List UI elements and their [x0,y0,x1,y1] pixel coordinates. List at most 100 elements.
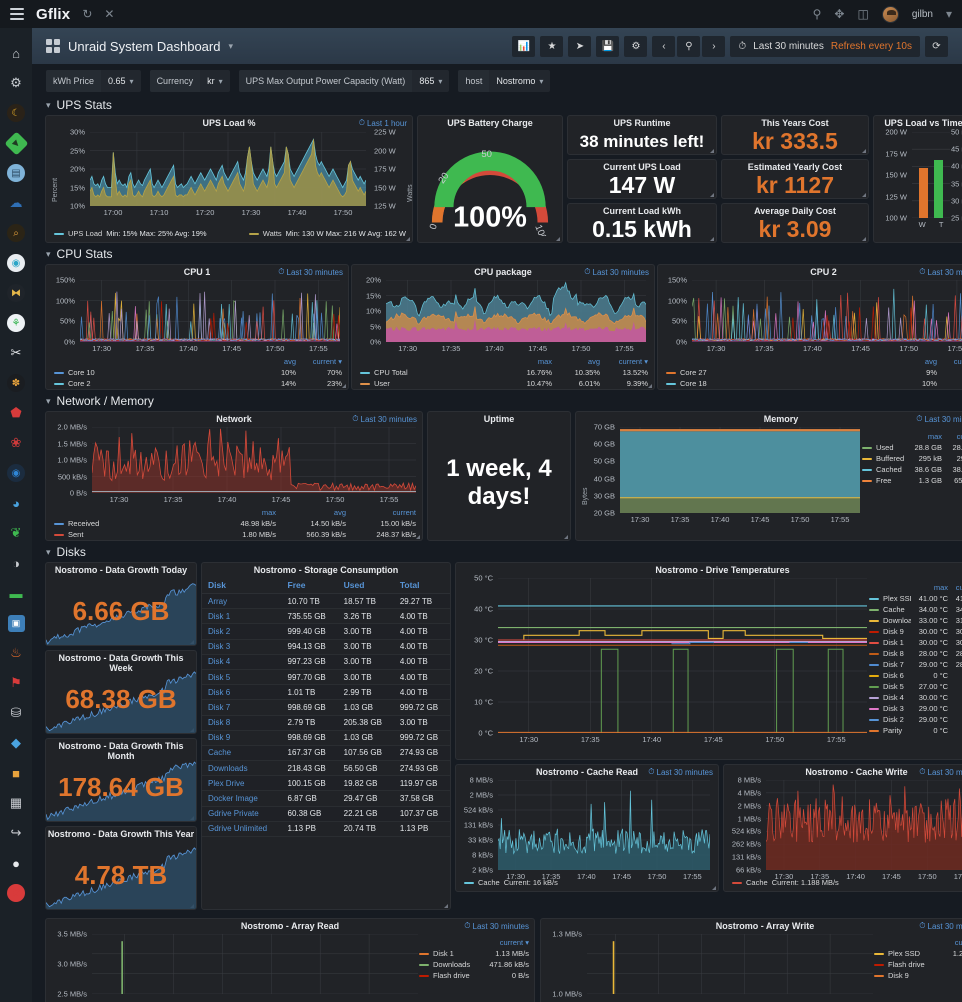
variable-value[interactable]: 865 ▾ [419,76,443,86]
ant-icon[interactable]: ❀ [10,435,22,450]
plot-area[interactable] [80,280,340,342]
legend-item[interactable]: Sent 1.80 MB/s 560.39 kB/s 248.37 kB/s [54,529,416,540]
legend-item[interactable]: Disk 4 30.00 °C 0 °C [869,692,962,703]
legend-item[interactable]: Disk 1 30.00 °C 30.00 °C [869,637,962,648]
row-header-disks[interactable]: ▾ Disks [40,541,954,562]
sub-icon[interactable]: ■ [12,765,20,781]
plot-area[interactable] [92,427,416,493]
table-row[interactable]: Disk 4 997.23 GB 3.00 TB 4.00 TB [202,654,450,670]
table-row[interactable]: Disk 8 2.79 TB 205.38 GB 3.00 TB [202,715,450,731]
legend-item[interactable]: Cache Current: 1.188 MB/s [732,877,839,888]
plot-area[interactable] [620,427,860,513]
saucer-icon[interactable]: ◑ [12,555,20,571]
resize-handle[interactable] [416,535,420,539]
plot-area[interactable] [587,934,873,994]
settings-button[interactable]: ⚙ [624,35,648,57]
legend-item[interactable]: Flash drive 0 B/s [874,959,962,970]
resize-handle[interactable] [862,193,866,197]
var-currency[interactable]: Currency kr ▾ [149,70,230,92]
plot-area[interactable] [498,780,710,870]
legend-item[interactable]: Cache Current: 16 kB/s [464,877,558,888]
resize-handle[interactable] [648,384,652,388]
panel-drive-temperatures[interactable]: Nostromo - Drive Temperatures 50 °C 40 °C 3… [455,562,962,760]
legend-item[interactable]: Plex SSD 41.00 °C 41.00 °C [869,593,962,604]
close-icon[interactable]: ✕ [104,7,115,21]
table-row[interactable]: Array 10.70 TB 18.57 TB 29.27 TB [202,593,450,610]
table-row[interactable]: Disk 5 997.70 GB 3.00 TB 4.00 TB [202,669,450,686]
panel-cache-write[interactable]: Nostromo - Cache Write⏱Last 30 minutes8 … [723,764,962,892]
resize-handle[interactable] [556,237,560,241]
logout-icon[interactable]: ↪ [10,825,22,840]
save-button[interactable]: 💾 [596,35,620,57]
gear-icon[interactable]: ⚙ [10,75,22,90]
legend-header[interactable]: avg [587,357,600,366]
lifering-icon[interactable]: ◉ [0,248,32,278]
menu-icon[interactable] [10,8,24,20]
fullscreen-icon[interactable]: ✥ [834,7,845,21]
table-row[interactable]: Disk 7 998.69 GB 1.03 GB 999.72 GB [202,699,450,716]
home-icon[interactable]: ⌂ [12,45,20,61]
legend-header[interactable]: max [933,583,948,592]
bar-icon[interactable]: ▬ [9,585,23,601]
panel-time-range[interactable]: ⏱Last 30 minutes [919,921,962,931]
legend-item[interactable]: Core 18 10% 15% [666,378,962,389]
resize-handle[interactable] [564,535,568,539]
play-diamond-icon[interactable]: ▶ [0,128,32,158]
legend-header[interactable]: avg [924,357,937,366]
legend-item[interactable]: Disk 3 29.00 °C 0 °C [869,703,962,714]
panel-time-range[interactable]: ⏱Last 30 minutes [352,414,417,424]
panel-data-growth-this-month[interactable]: Nostromo - Data Growth This Month 178.64 … [45,738,197,822]
legend-header[interactable]: max [261,508,276,517]
plot-area[interactable] [766,780,962,870]
panel-data-growth-this-year[interactable]: Nostromo - Data Growth This Year 4.78 TB [45,826,197,910]
tools-icon[interactable]: ✂ [10,345,22,360]
chevron-down-icon[interactable]: ▾ [945,7,952,21]
table-row[interactable]: Disk 1 735.55 GB 3.26 TB 4.00 TB [202,608,450,625]
star-button[interactable]: ★ [540,35,564,57]
legend-item[interactable]: Disk 1 1.13 MB/s [419,948,529,959]
legend-item[interactable]: Downloads 33.00 °C 31.00 °C [869,615,962,626]
row-header-cpu[interactable]: ▾ CPU Stats [40,243,954,264]
time-range-picker[interactable]: ⏱ Last 30 minutes Refresh every 10s [730,35,920,57]
resize-handle[interactable] [712,886,716,890]
panel-cpu1[interactable]: CPU 1 ⏱ Last 30 minutes 150% 100% 50% 0% 17:30 1… [45,264,349,390]
panel-time-range[interactable]: ⏱Last 30 minutes [919,767,962,777]
legend-item[interactable]: Parity 0 °C 0 °C [869,725,962,736]
panel-current-ups-load[interactable]: Current UPS Load 147 W [567,159,717,199]
table-row[interactable]: Gdrive Private 60.38 GB 22.21 GB 107.37 GB [202,806,450,822]
plot-area[interactable] [912,132,950,218]
legend-item[interactable]: Cached 38.6 GB 38.2 GB [862,464,962,475]
plot-area[interactable] [90,132,366,206]
legend-header[interactable]: current ▾ [312,357,342,366]
legend-item[interactable]: Flash drive 0 B/s [419,970,529,981]
legend-header[interactable]: current ▾ [499,938,529,947]
panel-data-growth-today[interactable]: Nostromo - Data Growth Today 6.66 GB [45,562,197,646]
table-row[interactable]: Disk 3 994.13 GB 3.00 TB 4.00 TB [202,639,450,655]
photo-icon[interactable]: ▣ [0,608,32,638]
panel-current-load-kwh[interactable]: Current Load kWh 0.15 kWh [567,203,717,243]
table-row[interactable]: Docker Image 6.87 GB 29.47 GB 37.58 GB [202,790,450,807]
panel-time-range[interactable]: ⏱ Last 1 hour [358,118,407,128]
legend-item[interactable]: Received 48.98 kB/s 14.50 kB/s 15.00 kB/s [54,518,416,529]
reload-icon[interactable]: ↻ [82,7,93,21]
table-row[interactable]: Downloads 218.43 GB 56.50 GB 274.93 GB [202,760,450,777]
plot-area[interactable] [692,280,962,342]
var-host[interactable]: host Nostromo ▾ [458,70,551,92]
panel-time-range[interactable]: ⏱Last 30 minutes [584,267,649,277]
legend-item[interactable]: Disk 2 29.00 °C 0 °C [869,714,962,725]
add-panel-button[interactable]: 📊 [512,35,536,57]
legend-item[interactable]: Disk 6 0 °C 0 °C [869,670,962,681]
variable-value[interactable]: 0.65 ▾ [108,76,134,86]
panel-storage-consumption[interactable]: Nostromo - Storage Consumption Disk Free Us… [201,562,451,910]
resize-handle[interactable] [444,904,448,908]
bowtie-icon[interactable]: ⧓ [0,278,32,308]
table-row[interactable]: Gdrive Unlimited 1.13 PB 20.74 TB 1.13 PB [202,821,450,838]
github-icon[interactable]: ● [12,855,20,871]
var-ups-max-output[interactable]: UPS Max Output Power Capacity (Watt) 865 ▾ [238,70,450,92]
search-icon[interactable]: ⚲ [812,7,822,21]
legend-item[interactable]: CPU Total 16.76% 10.35% 13.52% [360,367,648,378]
fire-icon[interactable]: ♨ [10,645,22,660]
legend-header[interactable]: current ▾ [955,583,962,592]
resize-handle[interactable] [862,237,866,241]
time-prev-button[interactable]: ‹ [652,35,676,57]
